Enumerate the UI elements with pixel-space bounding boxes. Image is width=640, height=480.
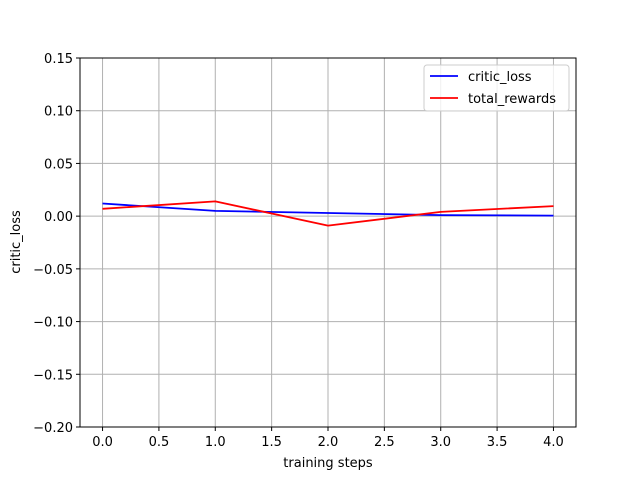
x-tick-label: 3.0 <box>430 435 451 450</box>
x-tick-label: 3.5 <box>487 435 508 450</box>
x-tick-label: 0.0 <box>92 435 113 450</box>
x-tick-label: 4.0 <box>543 435 564 450</box>
x-tick-label: 2.5 <box>374 435 395 450</box>
x-tick-label: 2.0 <box>318 435 339 450</box>
series-line-critic-loss <box>102 202 554 217</box>
y-tick-label: 0.05 <box>44 157 73 172</box>
x-axis-ticks: 0.0 0.5 1.0 1.5 2.0 2.5 3.0 3.5 4.0 <box>92 427 564 450</box>
y-tick-label: −0.15 <box>33 368 73 383</box>
x-axis-label: training steps <box>283 456 373 471</box>
y-tick-label: −0.20 <box>33 421 73 436</box>
y-tick-label: −0.10 <box>33 316 73 331</box>
y-tick-label: 0.00 <box>44 210 73 225</box>
legend-label-critic-loss: critic_loss <box>468 70 532 85</box>
legend-box <box>423 64 570 112</box>
y-tick-label: 0.10 <box>44 105 73 120</box>
y-tick-label: −0.05 <box>33 263 73 278</box>
series-lines <box>102 200 554 227</box>
x-tick-label: 1.5 <box>261 435 282 450</box>
y-axis-ticks: −0.20 −0.15 −0.10 −0.05 0.00 0.05 0.10 0.15 <box>33 52 80 436</box>
legend-label-total-rewards: total_rewards <box>468 92 556 107</box>
y-tick-label: 0.15 <box>44 52 73 67</box>
x-tick-label: 0.5 <box>149 435 170 450</box>
x-tick-label: 1.0 <box>205 435 226 450</box>
y-axis-label: critic_loss <box>9 210 24 274</box>
legend: critic_loss total_rewards <box>423 64 570 112</box>
series-line-total-rewards <box>102 200 554 227</box>
